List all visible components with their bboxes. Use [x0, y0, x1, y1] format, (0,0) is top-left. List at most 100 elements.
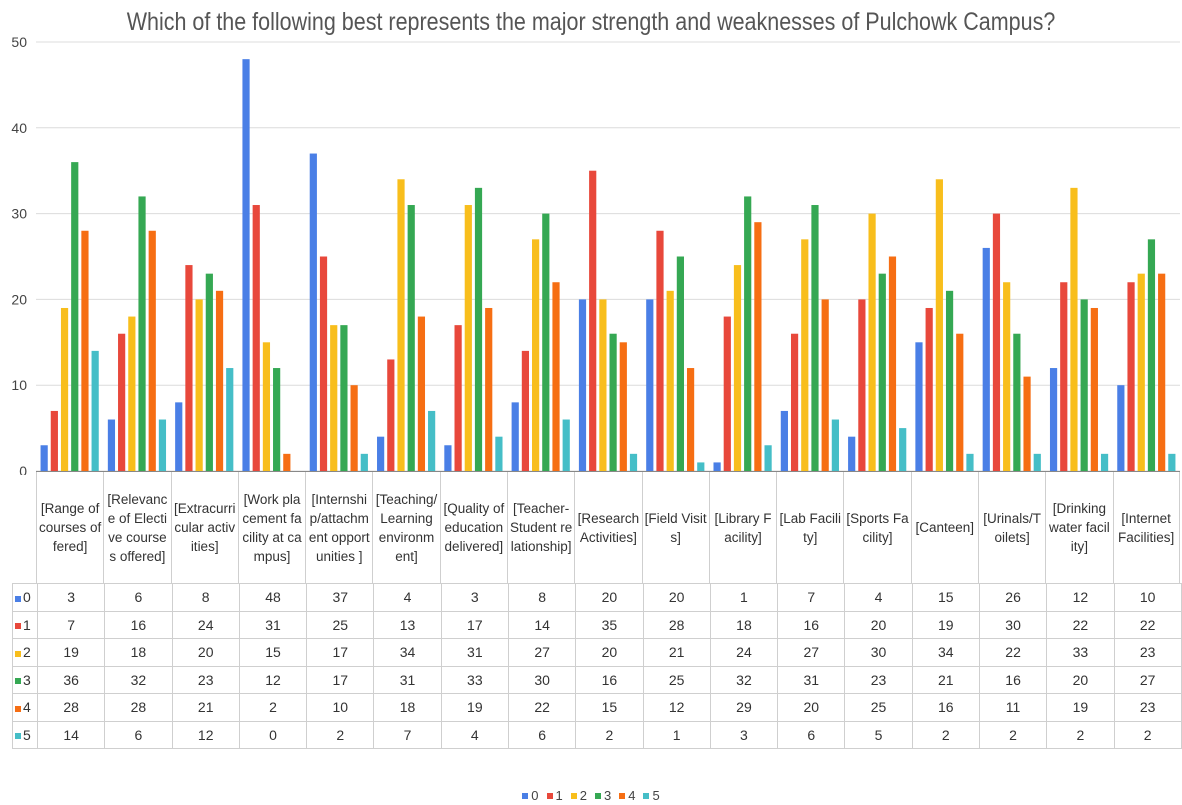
table-cell: 22: [978, 638, 1048, 667]
x-category-label: [Canteen]: [910, 472, 978, 583]
bar: [858, 299, 866, 471]
bar: [801, 239, 809, 471]
table-cell: 12: [238, 665, 308, 694]
bar: [71, 162, 79, 471]
bar: [464, 205, 472, 471]
table-cell: 10: [1113, 583, 1182, 612]
bar: [309, 153, 317, 472]
legend-swatch: [643, 792, 650, 799]
table-row: 4 28 28 21 2 10 18 19 22 15 12 29 20 25 16 11 19 23: [12, 693, 1182, 722]
table-cell: 29: [709, 693, 779, 722]
table-cell: 12: [171, 720, 240, 749]
table-cell: 33: [1046, 638, 1115, 667]
bar: [397, 179, 405, 471]
bar: [1070, 187, 1078, 472]
y-axis-ticks: 0 10 20 30 40 50: [11, 34, 27, 475]
legend-item: 0: [522, 788, 539, 803]
table-cell: 20: [844, 610, 913, 639]
table-cell: 31: [777, 665, 846, 694]
table-cell: 23: [1113, 693, 1182, 722]
bar: [330, 325, 338, 471]
table-cell: 2: [911, 720, 980, 749]
bar: [925, 307, 933, 471]
bar: [754, 222, 762, 471]
series-swatch: [15, 705, 21, 712]
bar: [428, 410, 436, 471]
x-category-label: [Field Visits]: [641, 472, 709, 583]
table-cell: 8: [507, 583, 577, 612]
bar: [454, 325, 462, 471]
y-tick-label: 40: [11, 120, 27, 136]
table-cell: 4: [844, 583, 913, 612]
bar: [992, 213, 1001, 471]
table-cell: 30: [844, 638, 913, 667]
bar: [915, 342, 923, 471]
bar: [444, 445, 452, 471]
table-cell: 13: [373, 610, 442, 639]
bar: [956, 333, 964, 471]
y-tick-label: 30: [11, 206, 27, 222]
bar: [1060, 282, 1068, 471]
bar: [666, 290, 674, 471]
table-cell: 12: [642, 693, 711, 722]
table-cell: 7: [373, 720, 442, 749]
legend-item: 5: [643, 788, 660, 803]
table-cell: 14: [507, 610, 577, 639]
bars: [40, 59, 1176, 472]
table-row: 2 19 18 20 15 17 34 31 27 20 21 24 27 30 34 22 33 23: [12, 638, 1182, 667]
table-cell: 6: [777, 720, 846, 749]
y-tick-label: 0: [19, 463, 27, 475]
table-cell: 20: [171, 638, 240, 667]
table-cell: 14: [36, 720, 106, 749]
bar: [474, 187, 483, 472]
bar: [138, 196, 146, 471]
x-category-label: [Extracurricular activities]: [170, 472, 238, 583]
bar: [646, 299, 654, 471]
bar: [185, 265, 193, 471]
table-cell: 3: [709, 720, 779, 749]
table-cell: 19: [440, 693, 509, 722]
bar: [733, 265, 742, 471]
bar: [195, 299, 203, 471]
bar: [532, 239, 540, 471]
bar: [966, 453, 974, 471]
table-cell: 2: [575, 720, 644, 749]
table-cell: 27: [507, 638, 577, 667]
bar: [1013, 333, 1021, 471]
bar: [935, 179, 943, 471]
bar: [629, 453, 638, 471]
bar: [40, 445, 48, 471]
bar: [1033, 453, 1041, 471]
table-cell: 27: [1113, 665, 1182, 694]
table-cell: 20: [642, 583, 711, 612]
table-cell: 19: [911, 610, 980, 639]
bar: [1117, 385, 1125, 471]
bar: [350, 385, 358, 471]
table-cell: 3: [36, 583, 106, 612]
table-cell: 12: [1046, 583, 1115, 612]
table-cell: 30: [507, 665, 577, 694]
bar: [780, 410, 788, 471]
bar: [1080, 299, 1088, 471]
bar: [982, 247, 990, 471]
bar: [1127, 282, 1135, 471]
x-category-label: [Sports Facility]: [843, 472, 910, 583]
bar: [609, 333, 617, 471]
table-cell: 5: [844, 720, 913, 749]
legend-item: 3: [595, 788, 611, 803]
table-cell: 18: [709, 610, 779, 639]
bar: [589, 170, 597, 471]
bar: [1137, 273, 1145, 471]
bar: [790, 333, 799, 471]
y-tick-label: 20: [11, 291, 27, 307]
table-cell: 28: [104, 693, 173, 722]
bar: [676, 256, 684, 471]
table-cell: 16: [911, 693, 980, 722]
bar: [899, 428, 907, 471]
bar: [417, 316, 426, 471]
x-category-label: [Internship/attachment opportunities ]: [305, 472, 372, 583]
table-cell: 23: [171, 665, 240, 694]
bar: [50, 410, 58, 471]
legend-swatch: [619, 792, 626, 799]
bar: [868, 213, 876, 471]
